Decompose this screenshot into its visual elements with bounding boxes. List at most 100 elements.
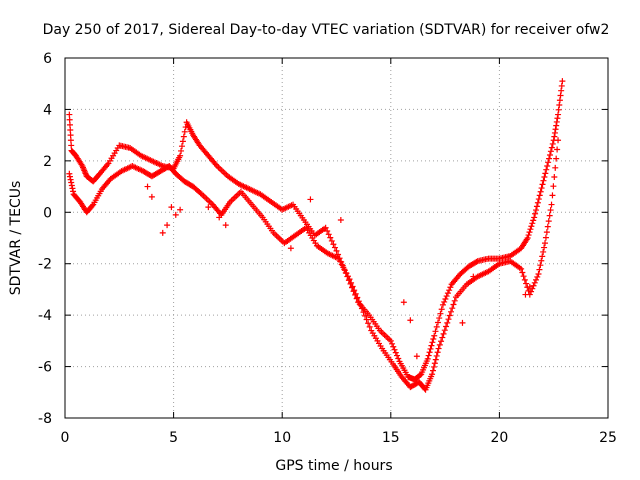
- y-tick-label: -4: [38, 308, 52, 324]
- data-point: [66, 170, 73, 177]
- data-point: [531, 214, 538, 221]
- data-point: [530, 217, 537, 224]
- data-point: [518, 265, 525, 272]
- data-point: [216, 214, 223, 221]
- data-point: [439, 301, 446, 308]
- data-point: [543, 229, 550, 236]
- data-point: [438, 306, 445, 313]
- data-point: [400, 299, 407, 306]
- y-axis-label: SDTVAR / TECUs: [8, 181, 24, 296]
- data-point: [66, 111, 73, 118]
- data-point: [324, 228, 331, 235]
- data-point: [431, 332, 438, 339]
- data-point: [441, 298, 448, 305]
- data-point: [67, 176, 74, 183]
- data-point: [431, 360, 438, 367]
- data-point: [558, 87, 565, 94]
- data-point: [89, 202, 96, 209]
- data-point: [444, 319, 451, 326]
- data-point: [437, 310, 444, 317]
- data-point: [438, 338, 445, 345]
- data-point: [440, 330, 447, 337]
- data-point: [530, 282, 537, 289]
- y-tick-label: -6: [38, 360, 52, 376]
- data-point: [178, 147, 185, 154]
- data-point: [537, 188, 544, 195]
- data-point: [428, 342, 435, 349]
- data-point: [430, 363, 437, 370]
- data-point: [450, 301, 457, 308]
- data-point: [177, 152, 184, 159]
- y-tick-label: -8: [38, 411, 52, 427]
- data-point: [528, 223, 535, 230]
- data-point: [553, 155, 560, 162]
- data-point: [168, 204, 175, 211]
- data-point: [432, 328, 439, 335]
- data-point: [551, 174, 558, 181]
- data-point: [538, 257, 545, 264]
- data-point: [331, 244, 338, 251]
- data-point: [322, 224, 329, 231]
- data-point: [181, 128, 188, 135]
- data-point: [540, 177, 547, 184]
- data-point: [545, 159, 552, 166]
- data-point: [177, 206, 184, 213]
- data-point: [540, 248, 547, 255]
- data-point: [426, 349, 433, 356]
- data-point: [538, 185, 545, 192]
- series-track-b: [66, 137, 562, 393]
- chart-title: Day 250 of 2017, Sidereal Day-to-day VTE…: [43, 22, 610, 38]
- data-point: [327, 234, 334, 241]
- data-point: [351, 287, 358, 294]
- data-point: [549, 140, 556, 147]
- data-point: [558, 82, 565, 89]
- data-point: [536, 192, 543, 199]
- data-point: [551, 129, 558, 136]
- data-point: [446, 312, 453, 319]
- data-point: [179, 138, 186, 145]
- data-point: [366, 323, 373, 330]
- data-point: [362, 312, 369, 319]
- y-tick-label: 2: [43, 154, 52, 170]
- data-point: [546, 155, 553, 162]
- data-point: [553, 118, 560, 125]
- data-point: [533, 276, 540, 283]
- data-point: [447, 308, 454, 315]
- data-point: [541, 174, 548, 181]
- data-point: [70, 188, 77, 195]
- data-point: [556, 97, 563, 104]
- data-point: [543, 166, 550, 173]
- data-point: [554, 146, 561, 153]
- data-point: [447, 284, 454, 291]
- data-point: [443, 293, 450, 300]
- data-point: [178, 143, 185, 150]
- data-point: [325, 231, 332, 238]
- x-tick-label: 10: [273, 430, 291, 446]
- data-point: [539, 181, 546, 188]
- data-point: [337, 217, 344, 223]
- data-point: [407, 317, 414, 324]
- data-point: [525, 232, 532, 239]
- data-point: [363, 316, 370, 323]
- data-point: [395, 355, 402, 362]
- data-point: [355, 298, 362, 305]
- data-point: [544, 163, 551, 169]
- data-point: [548, 201, 555, 208]
- data-point: [433, 323, 440, 330]
- data-point: [554, 115, 561, 122]
- data-point: [436, 315, 443, 322]
- data-point: [547, 207, 554, 214]
- data-point: [549, 192, 556, 199]
- data-point: [446, 287, 453, 294]
- data-point: [439, 334, 446, 341]
- data-point: [222, 222, 229, 229]
- data-point: [205, 204, 212, 211]
- data-point: [521, 276, 528, 283]
- data-point: [526, 283, 533, 290]
- x-tick-label: 15: [382, 430, 400, 446]
- data-point: [550, 183, 557, 190]
- data-point: [442, 295, 449, 302]
- data-point: [533, 203, 540, 210]
- data-point: [444, 290, 451, 297]
